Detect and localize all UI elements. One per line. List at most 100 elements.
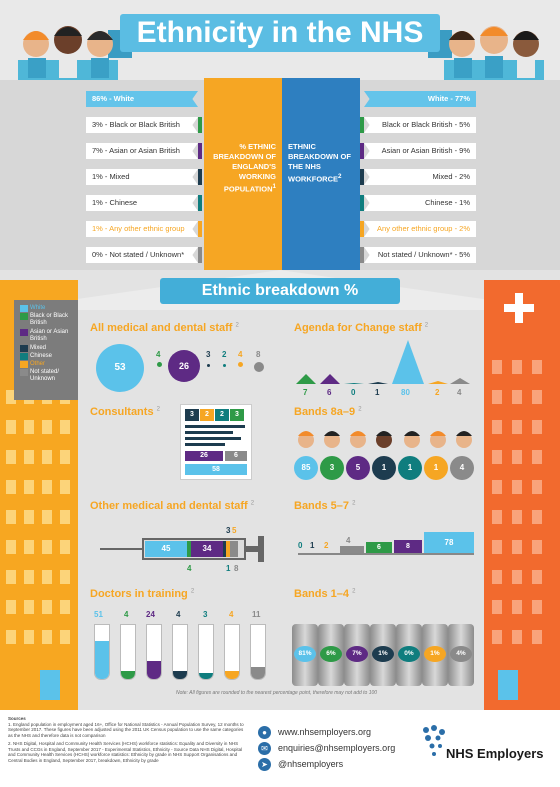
legend-asian: Asian or Asian British <box>30 329 69 342</box>
edge-mixed <box>198 169 202 185</box>
agenda-black-value: 7 <box>303 388 308 397</box>
edge-r-chinese <box>360 195 364 211</box>
breakdown-title: Ethnic breakdown % <box>160 278 400 304</box>
footer <box>0 710 560 787</box>
legend-white: White <box>30 305 46 311</box>
bands-57-title: Bands 5–7 2 <box>294 500 356 512</box>
legend-chinese: Chinese <box>30 353 53 359</box>
bands-8a9-people-icons <box>298 431 472 448</box>
website-link[interactable]: www.nhsemployers.org <box>278 727 372 737</box>
syringe-needle <box>100 548 142 550</box>
right-row-black: Black or Black British - 5% <box>364 117 476 133</box>
edge-other <box>198 221 202 237</box>
syringe-plunger <box>246 546 260 552</box>
consultants-unknown: 6 <box>225 451 247 461</box>
consultants-white: 58 <box>185 464 247 475</box>
legend-swatch-white <box>20 305 28 312</box>
left-row-mixed: 1% - Mixed <box>86 169 198 185</box>
right-row-other: Any other ethnic group - 2% <box>364 221 476 237</box>
tube-mixed-value: 4 <box>176 610 181 619</box>
all-medical-title: All medical and dental staff 2 <box>90 322 239 334</box>
edge-black <box>198 117 202 133</box>
edge-r-unknown <box>360 247 364 263</box>
tube-other <box>224 624 240 680</box>
tube-asian-value: 24 <box>146 610 155 619</box>
edge-r-other <box>360 221 364 237</box>
edge-r-black <box>360 117 364 133</box>
left-row-black: 3% - Black or Black British <box>86 117 198 133</box>
agenda-asian-value: 6 <box>327 388 332 397</box>
can-white-value: 81% <box>294 646 316 662</box>
bands-57-other-value: 2 <box>324 541 329 550</box>
bands-8a9-black: 3 <box>320 456 344 480</box>
email-icon: ✉ <box>258 742 271 755</box>
agenda-unknown-value: 4 <box>457 388 462 397</box>
working-population-heading: % ETHNIC BREAKDOWN OF ENGLAND'S WORKING … <box>204 78 282 270</box>
all-medical-other-value: 4 <box>238 350 243 359</box>
left-row-asian: 7% - Asian or Asian British <box>86 143 198 159</box>
tube-unknown-value: 11 <box>252 610 261 619</box>
legend-swatch-other <box>20 361 28 368</box>
all-medical-unknown-dot <box>254 362 264 372</box>
twitter-link[interactable]: @nhsemployers <box>278 759 344 769</box>
tube-white <box>94 624 110 680</box>
syringe-unknown-fill <box>230 541 238 557</box>
legend-swatch-mixed <box>20 345 28 352</box>
legend-unknown: Not stated/ Unknown <box>30 369 60 382</box>
consultants-asian: 26 <box>185 451 223 461</box>
rounding-note: Note: All figures are rounded to the nea… <box>176 690 378 696</box>
syringe-mixed-value: 3 <box>226 526 231 535</box>
nhs-workforce-heading: ETHNIC BREAKDOWN OF THE NHS WORKFORCE2 <box>282 78 360 270</box>
right-row-white: White - 77% <box>364 91 476 107</box>
building-right <box>484 280 560 710</box>
left-row-other: 1% - Any other ethnic group <box>86 221 198 237</box>
staff-group-left-icon <box>18 26 118 82</box>
bands-57-unknown-bar <box>340 546 364 553</box>
syringe-unknown-value: 8 <box>234 564 239 573</box>
edge-r-mixed <box>360 169 364 185</box>
tube-chinese <box>198 624 214 680</box>
right-row-asian: Asian or Asian British - 9% <box>364 143 476 159</box>
syringe-other-value: 5 <box>232 526 237 535</box>
tube-asian <box>146 624 162 680</box>
bands-57-baseline <box>298 553 474 555</box>
bands-14-title: Bands 1–4 2 <box>294 588 356 600</box>
can-white: 81% <box>292 624 318 686</box>
twitter-icon: ➤ <box>258 758 271 771</box>
sources-title: Sources <box>8 716 26 721</box>
agenda-title: Agenda for Change staff 2 <box>294 322 429 334</box>
agenda-triangles <box>296 340 470 384</box>
legend-black: Black or Black British <box>30 313 69 326</box>
other-medical-title: Other medical and dental staff 2 <box>90 500 255 512</box>
right-row-chinese: Chinese - 1% <box>364 195 476 211</box>
bands-57-asian: 8 <box>394 540 422 553</box>
all-medical-asian: 26 <box>168 350 200 382</box>
bands-8a9-unknown: 4 <box>450 456 474 480</box>
all-medical-chinese-value: 2 <box>222 350 227 359</box>
can-other: 1% <box>422 624 448 686</box>
syringe-black-fill <box>187 541 191 557</box>
consultants-chart: 3 2 2 3 26 6 58 <box>180 404 252 480</box>
legend-mixed: Mixed <box>30 345 47 351</box>
email-link[interactable]: enquiries@nhsemployers.org <box>278 743 396 753</box>
edge-r-asian <box>360 143 364 159</box>
legend-swatch-chinese <box>20 353 28 360</box>
agenda-other-value: 2 <box>435 388 440 397</box>
bands-57-mixed-value: 1 <box>310 541 315 550</box>
can-mixed-value: 1% <box>372 646 394 662</box>
bands-57-black: 6 <box>366 542 392 553</box>
syringe-asian: 34 <box>191 541 223 557</box>
tube-black-value: 4 <box>124 610 129 619</box>
agenda-chinese-value: 0 <box>351 388 356 397</box>
bands-8a9-asian: 5 <box>346 456 370 480</box>
tube-black <box>120 624 136 680</box>
syringe-mixed-fill <box>223 541 226 557</box>
staff-group-right-icon <box>444 26 544 82</box>
all-medical-black-value: 4 <box>156 350 161 359</box>
consultants-chinese: 2 <box>215 409 229 421</box>
tube-other-value: 4 <box>229 610 234 619</box>
syringe-handle <box>258 536 264 562</box>
bands-8a9-chinese: 1 <box>398 456 422 480</box>
globe-icon: ● <box>258 726 271 739</box>
all-medical-mixed-value: 3 <box>206 350 211 359</box>
